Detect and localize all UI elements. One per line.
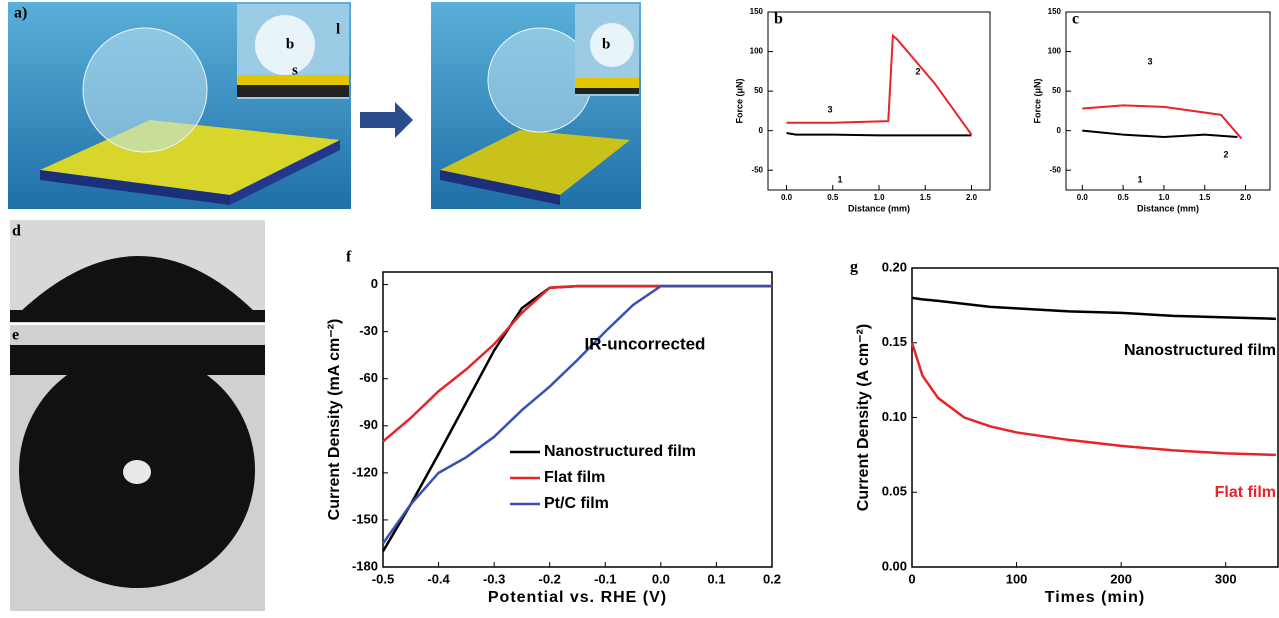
y-tick-label: -50 [1049, 165, 1061, 174]
series-line [1082, 131, 1237, 137]
y-tick-label: -150 [352, 511, 378, 526]
series-line [787, 133, 972, 135]
panel-label: b [774, 11, 783, 28]
legend-label: Nanostructured film [544, 443, 696, 460]
y-tick-label: -60 [359, 370, 378, 385]
annotation: IR-uncorrected [585, 334, 706, 353]
panel-label: e [12, 327, 19, 344]
x-tick-label: 0.5 [827, 193, 839, 202]
x-tick-label: 100 [1006, 571, 1028, 586]
bubble-highlight [123, 460, 151, 484]
y-tick-label: -50 [751, 165, 763, 174]
y-tick-label: -180 [352, 558, 378, 573]
y-tick-label: 50 [1052, 86, 1061, 95]
y-tick-label: 100 [750, 47, 764, 56]
legend-label: Flat film [544, 469, 605, 486]
x-tick-label: 0.1 [707, 571, 725, 586]
x-axis-label: Distance (mm) [848, 203, 910, 213]
series-label: Nanostructured film [1124, 342, 1276, 359]
y-tick-label: 150 [1048, 7, 1062, 16]
arrow [360, 102, 413, 138]
inset-label: b [286, 36, 294, 52]
x-tick-label: 0.0 [1077, 193, 1089, 202]
y-tick-label: 0.10 [882, 409, 907, 424]
panel-label: a) [14, 5, 27, 22]
y-tick-label: 100 [1048, 47, 1062, 56]
x-tick-label: 0.0 [652, 571, 670, 586]
x-tick-label: -0.1 [594, 571, 616, 586]
y-tick-label: 0.15 [882, 334, 907, 349]
x-tick-label: 1.5 [920, 193, 932, 202]
x-tick-label: 1.0 [873, 193, 885, 202]
y-axis-label: Current Density (A cm⁻²) [855, 324, 872, 511]
x-tick-label: -0.5 [372, 571, 394, 586]
annotation: 2 [915, 66, 920, 76]
y-tick-label: -120 [352, 464, 378, 479]
x-tick-label: 0 [908, 571, 915, 586]
y-tick-label: 0 [371, 276, 378, 291]
y-tick-label: 0.00 [882, 558, 907, 573]
x-tick-label: 0.2 [763, 571, 781, 586]
plot-frame [1066, 12, 1270, 190]
y-tick-label: 0.20 [882, 259, 907, 274]
x-axis-label: Times (min) [1045, 589, 1146, 606]
y-tick-label: 0 [759, 126, 764, 135]
series-label: Flat film [1215, 484, 1276, 501]
series-line [383, 286, 772, 441]
annotation: 3 [1147, 56, 1152, 66]
x-tick-label: 200 [1110, 571, 1132, 586]
series-line [787, 36, 972, 135]
x-tick-label: 2.0 [1240, 193, 1252, 202]
x-tick-label: 0.0 [781, 193, 793, 202]
x-axis-label: Distance (mm) [1137, 203, 1199, 213]
inset-substrate [237, 85, 349, 97]
y-axis-label: Force (μN) [734, 78, 744, 123]
figure: a) b l s b d e 0.00.51.01.52.0-500501001… [0, 0, 1279, 613]
annotation: 3 [827, 104, 832, 114]
y-tick-label: 50 [754, 86, 763, 95]
y-axis-label: Force (μN) [1032, 78, 1042, 123]
x-axis-label: Potential vs. RHE (V) [488, 589, 667, 606]
series-line [912, 343, 1276, 455]
annotation: 2 [1223, 149, 1228, 159]
annotation: 1 [837, 174, 842, 184]
panel-label: c [1072, 11, 1079, 28]
annotation: 1 [1137, 174, 1142, 184]
inset-film [575, 78, 639, 88]
panel-label: g [850, 259, 858, 276]
inset-substrate [575, 88, 639, 94]
x-tick-label: 300 [1215, 571, 1237, 586]
inset-label: s [292, 62, 298, 78]
y-tick-label: 150 [750, 7, 764, 16]
x-tick-label: -0.3 [483, 571, 505, 586]
inset-label: b [602, 36, 610, 52]
x-tick-label: 1.0 [1158, 193, 1170, 202]
bubble [83, 28, 207, 152]
plot-frame [768, 12, 990, 190]
y-tick-label: 0.05 [882, 484, 907, 499]
y-tick-label: -90 [359, 417, 378, 432]
panel-label: f [346, 249, 352, 266]
substrate [10, 310, 265, 322]
panel-label: d [12, 223, 21, 240]
x-tick-label: 2.0 [966, 193, 978, 202]
series-line [912, 298, 1276, 319]
y-tick-label: 0 [1057, 126, 1062, 135]
inset-bubble [590, 23, 634, 67]
y-tick-label: -30 [359, 323, 378, 338]
inset-label: l [336, 21, 340, 37]
y-axis-label: Current Density (mA cm⁻²) [326, 319, 343, 521]
x-tick-label: 0.5 [1118, 193, 1130, 202]
x-tick-label: -0.4 [427, 571, 450, 586]
legend-label: Pt/C film [544, 495, 609, 512]
x-tick-label: -0.2 [539, 571, 561, 586]
x-tick-label: 1.5 [1199, 193, 1211, 202]
plot-frame [383, 272, 772, 567]
